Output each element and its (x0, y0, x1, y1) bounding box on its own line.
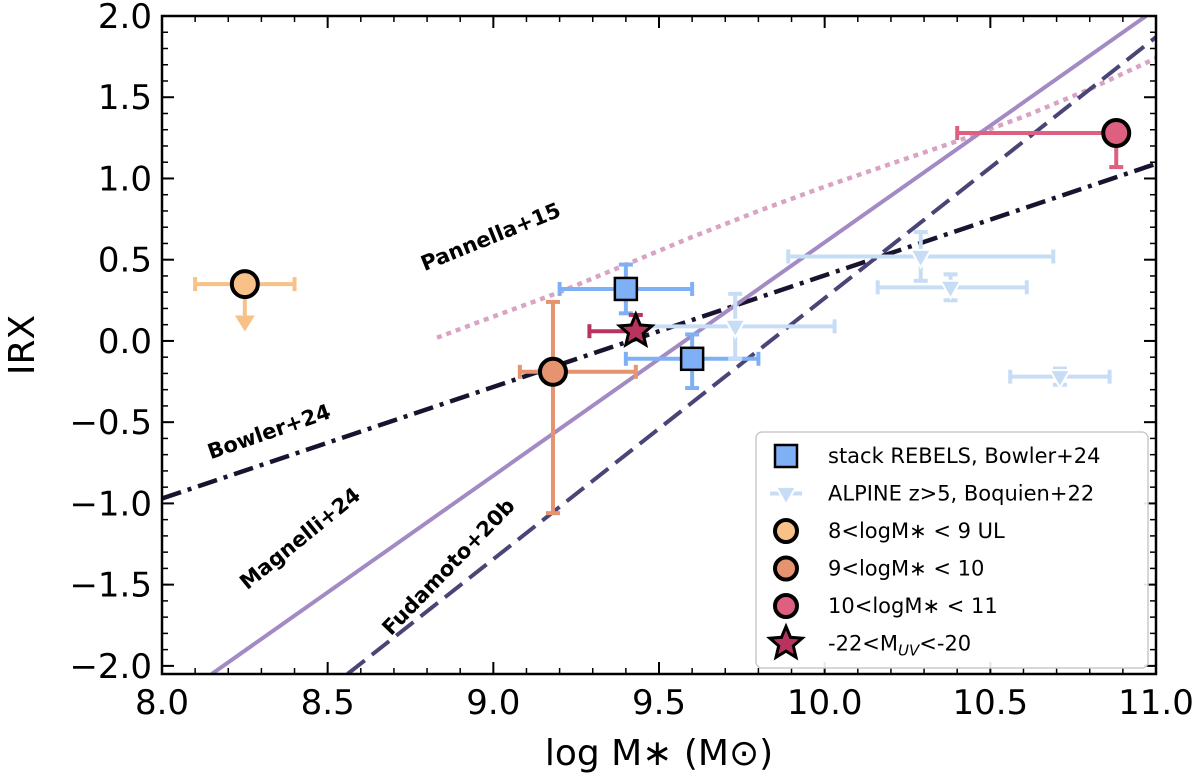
legend-label: 10<logM∗ < 11 (828, 594, 998, 618)
x-axis-title: log M∗ (M⊙) (545, 733, 773, 774)
x-tick-label: 10.0 (787, 683, 863, 723)
series-1 (633, 230, 1112, 390)
data-point (938, 279, 963, 301)
x-tick-label: 11.0 (1118, 683, 1194, 723)
y-tick-label: −1.5 (69, 566, 152, 606)
data-point (615, 310, 656, 349)
legend-label: stack REBELS, Bowler+24 (828, 444, 1100, 468)
legend-marker (766, 622, 806, 661)
data-point (613, 276, 639, 302)
legend-box (755, 431, 1149, 669)
upper-limit-arrowhead (234, 315, 255, 332)
legend-marker (773, 443, 799, 469)
data-point (537, 356, 568, 387)
y-tick-label: 0.0 (98, 322, 152, 362)
y-axis-title: IRX (2, 315, 43, 375)
data-point (229, 269, 260, 300)
legend-label: 8<logM∗ < 9 UL (828, 519, 1005, 543)
legend-marker (773, 518, 799, 544)
data-point (679, 346, 705, 372)
legend-label: ALPINE z>5, Boquien+22 (828, 482, 1094, 506)
series-4 (955, 117, 1132, 170)
data-point (1101, 117, 1132, 148)
x-tick-label: 10.5 (952, 683, 1028, 723)
legend-marker (773, 555, 799, 582)
y-tick-label: 0.5 (98, 241, 152, 281)
relation-line-bowler-24 (162, 161, 1156, 501)
y-tick-label: 1.5 (98, 78, 152, 118)
y-tick-label: 2.0 (98, 0, 152, 37)
y-tick-label: −1.0 (69, 484, 152, 524)
relation-line-pannella-15 (436, 56, 1156, 340)
series-5 (587, 310, 656, 349)
y-tick-label: −2.0 (69, 647, 152, 687)
x-tick-label: 9.0 (466, 683, 520, 723)
series-3 (517, 299, 638, 516)
series-2 (193, 269, 297, 332)
x-tick-label: 9.5 (632, 683, 686, 723)
data-point (1048, 369, 1072, 390)
x-tick-label: 8.5 (301, 683, 355, 723)
legend-marker (774, 485, 798, 507)
relation-line-magnelli-24 (210, 16, 1148, 674)
y-tick-label: 1.0 (98, 159, 152, 199)
relation-line-fudamoto-20b (346, 35, 1156, 674)
data-point (723, 318, 747, 340)
data-point (909, 248, 933, 270)
legend-label: 9<logM∗ < 10 (828, 557, 984, 581)
legend-marker (773, 593, 799, 619)
legend-label: -22<MUV<-20 (828, 632, 971, 660)
y-tick-label: −0.5 (69, 403, 152, 443)
x-tick-label: 8.0 (135, 683, 189, 723)
